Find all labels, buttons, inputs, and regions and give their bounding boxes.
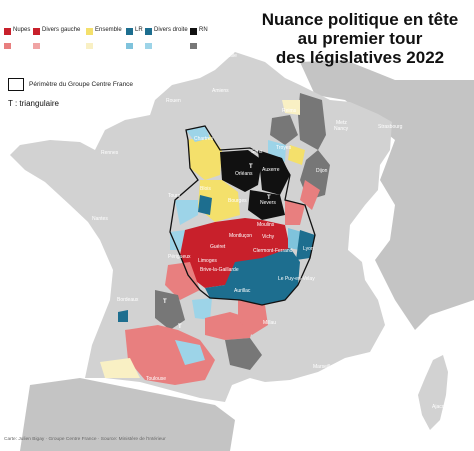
area-millau-nupes [238, 300, 268, 335]
area-ne-ens-2 [288, 145, 305, 165]
neighbour-land [300, 60, 474, 330]
city-label: Limoges [198, 258, 217, 264]
city-label: Rouen [166, 98, 181, 104]
city-label: Blois [200, 186, 211, 192]
area-lr-south [192, 298, 212, 320]
city-label: Chartres [194, 136, 214, 142]
area-blois-lr [198, 195, 212, 215]
city-label: Brive-la-Gaillarde [200, 267, 239, 273]
city-label: Aurillac [234, 288, 251, 294]
city-label: Strasbourg [378, 124, 403, 130]
legend-label: RN [199, 27, 208, 33]
legend-swatch-light [190, 43, 197, 49]
title-line-3: des législatives 2022 [275, 48, 445, 67]
legend-swatch-light [4, 43, 11, 49]
corsica [418, 355, 448, 430]
neighbour-land-south [20, 378, 235, 451]
city-label: Montluçon [229, 233, 252, 239]
area-nievre-rn [248, 190, 285, 220]
area-south-rn [225, 338, 262, 370]
area-lr-small [118, 310, 128, 322]
city-label: Amiens [212, 88, 229, 94]
legend-swatch [4, 28, 11, 35]
legend-swatch [145, 28, 152, 35]
city-label: Moulins [257, 222, 275, 228]
city-label: Nancy [334, 126, 349, 132]
city-label: Lille [228, 53, 237, 59]
city-label: Vichy [262, 234, 275, 240]
city-label: Sens [251, 149, 263, 155]
legend-swatch [86, 28, 93, 35]
map-title: Nuance politique en tête au premier tour… [260, 10, 460, 67]
legend-label: Nupes [13, 27, 31, 33]
legend-swatch [33, 28, 40, 35]
city-label: Rennes [101, 150, 119, 156]
legend-swatch-light [86, 43, 93, 49]
legend-swatch-light [145, 43, 152, 49]
city-label: Millau [263, 320, 276, 326]
tri-mark: T [249, 164, 253, 170]
city-label: Tours [168, 193, 181, 199]
city-label: Orléans [235, 171, 253, 177]
perimeter-label: Périmètre du Groupe Centre France [29, 81, 134, 88]
city-label: Metz [336, 120, 347, 126]
area-allier-nupes [285, 200, 305, 225]
area-ne-rn [298, 93, 326, 150]
legend-swatch [190, 28, 197, 35]
area-eure-et-loir [186, 126, 210, 142]
legend-swatch-light [126, 43, 133, 49]
map-credit: Carte: Julien Bigay · Groupe Centre Fran… [4, 437, 166, 442]
legend-swatch-light [33, 43, 40, 49]
area-loiret-ens [188, 135, 222, 180]
tri-mark: T [267, 195, 271, 201]
city-label: Troyes [276, 145, 292, 151]
title-line-2: au premier tour [297, 29, 423, 48]
city-label: Auxerre [262, 167, 280, 173]
city-label: Guéret [210, 244, 226, 250]
city-label: Reims [282, 108, 297, 114]
city-label: Toulouse [146, 376, 166, 382]
area-periph-nupes [165, 262, 200, 300]
city-label: Périgueux [168, 254, 191, 260]
tri-mark: T [178, 324, 182, 330]
legend-label: Divers droite [154, 27, 188, 33]
perimeter-box-icon [8, 78, 24, 91]
tri-mark: T [163, 299, 167, 305]
perimeter-outline [169, 125, 316, 306]
area-indre [175, 200, 198, 225]
city-label: Bordeaux [117, 297, 139, 303]
triangulaire-markers: T T T T [163, 164, 271, 330]
title-line-1: Nuance politique en tête [261, 10, 459, 29]
city-label: Bourges [228, 198, 247, 204]
city-label: Dijon [316, 168, 328, 174]
area-south-lr [175, 340, 205, 365]
city-label: Nantes [92, 216, 108, 222]
legend-label: Ensemble [95, 27, 122, 33]
city-label: Nevers [260, 200, 276, 206]
area-orleans-rn [220, 150, 262, 192]
city-label: Clermont-Ferrand [253, 248, 293, 254]
city-label: Marseille [313, 364, 333, 370]
area-allier-nupes-2 [300, 180, 320, 210]
city-label: Caen [122, 106, 134, 112]
area-south-ens [100, 358, 140, 378]
area-auvergne-lr [205, 248, 300, 305]
area-south-nupes [125, 325, 215, 385]
city-label: Ajaccio [432, 404, 448, 410]
area-ne-ens [282, 100, 300, 115]
area-sw-rn [155, 290, 185, 330]
legend-label: Divers gauche [42, 27, 81, 33]
area-ne-rn-3 [270, 115, 298, 145]
triangular-legend: T : triangulaire [8, 99, 59, 108]
area-lr-east-2 [296, 230, 315, 260]
legend-label: LR [135, 27, 143, 33]
city-label: Le Puy-en-Velay [278, 276, 315, 282]
legend-swatch [126, 28, 133, 35]
city-label: Lyon [303, 246, 314, 252]
